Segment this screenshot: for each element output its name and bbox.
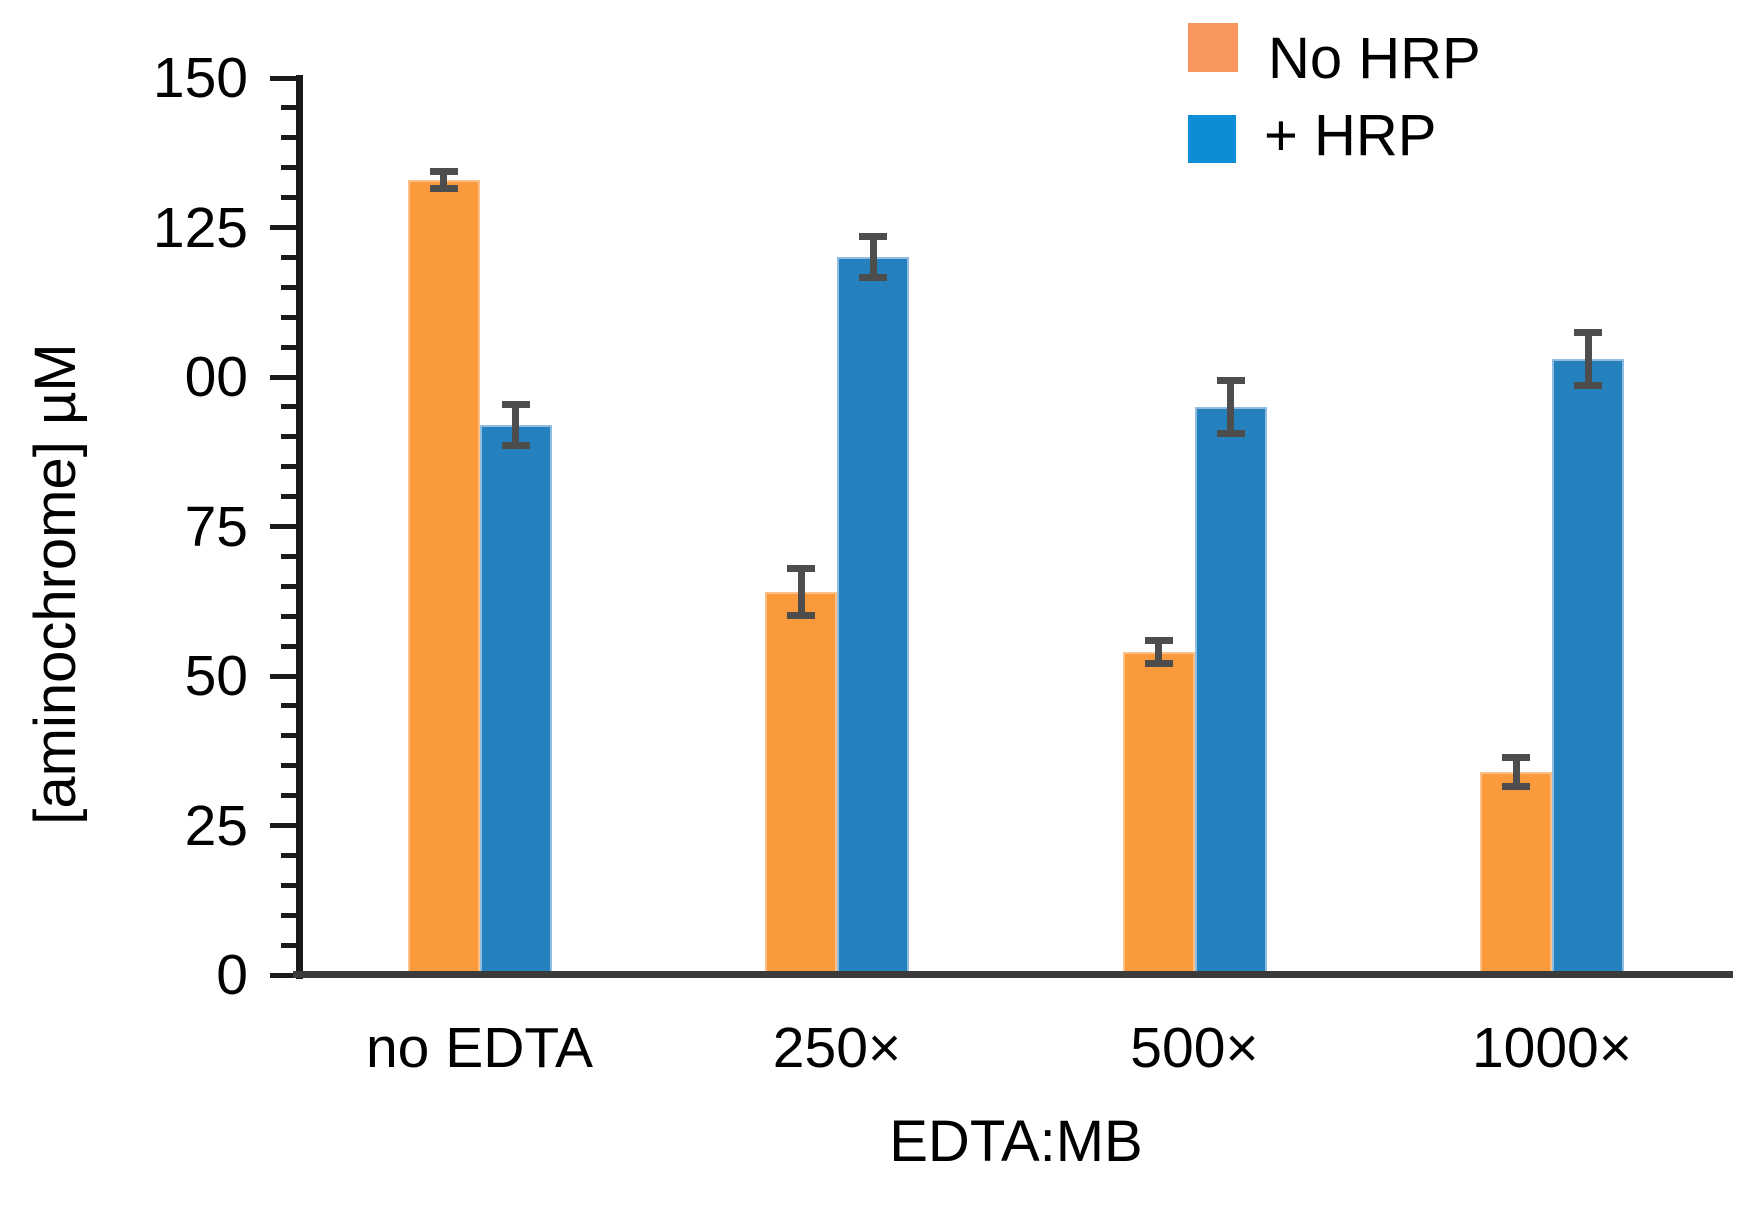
- error-bar-hrp-no-edta: [512, 400, 519, 449]
- y-minor-tick: [281, 912, 296, 918]
- y-minor-tick: [281, 763, 296, 769]
- y-minor-tick: [281, 882, 296, 888]
- bar-hrp-1000: [1552, 359, 1624, 975]
- y-tick-label: 00: [184, 345, 248, 409]
- x-category-label-250: 250×: [772, 1016, 902, 1080]
- y-minor-tick: [281, 643, 296, 649]
- bar-hrp-500: [1194, 406, 1267, 975]
- y-minor-tick: [281, 344, 296, 350]
- y-major-tick: [270, 225, 296, 230]
- error-bar-no-hrp-no-edta: [440, 167, 447, 192]
- y-minor-tick: [281, 733, 296, 739]
- y-tick-label: 125: [152, 195, 248, 260]
- error-cap-top-no-hrp-no-edta: [429, 167, 458, 175]
- error-cap-bottom-hrp-no-edta: [501, 441, 530, 449]
- x-category-label-500: 500×: [1130, 1016, 1259, 1080]
- bar-no-hrp-1000: [1480, 771, 1552, 975]
- error-bar-no-hrp-250: [797, 565, 805, 620]
- error-cap-top-hrp-500: [1216, 377, 1245, 384]
- legend-label-hrp: + HRP: [1264, 103, 1437, 168]
- y-major-tick: [270, 75, 296, 81]
- y-major-tick: [270, 972, 296, 978]
- x-axis-title: EDTA:MB: [889, 1109, 1143, 1174]
- y-tick-label: 25: [184, 793, 248, 858]
- y-minor-tick: [281, 464, 296, 470]
- bar-no-hrp-no-edta: [407, 179, 480, 975]
- error-cap-bottom-no-hrp-500: [1144, 660, 1173, 668]
- y-tick-label: 50: [184, 644, 248, 708]
- x-category-label-no-edta: no EDTA: [365, 1016, 594, 1080]
- y-minor-tick: [281, 793, 296, 799]
- x-axis-line: [293, 971, 1733, 978]
- legend-swatch-hrp: [1188, 115, 1236, 163]
- error-cap-top-hrp-1000: [1574, 329, 1602, 337]
- error-cap-bottom-no-hrp-1000: [1502, 782, 1530, 790]
- y-minor-tick: [281, 613, 296, 619]
- error-bar-hrp-250: [869, 233, 877, 282]
- y-minor-tick: [281, 553, 296, 559]
- error-cap-bottom-no-hrp-no-edta: [429, 184, 458, 192]
- legend-label-no-hrp: No HRP: [1268, 26, 1481, 91]
- y-minor-tick: [281, 404, 296, 410]
- error-cap-top-no-hrp-500: [1144, 637, 1173, 645]
- bar-hrp-250: [837, 257, 909, 975]
- y-minor-tick: [281, 852, 296, 858]
- y-major-tick: [270, 524, 296, 529]
- bar-no-hrp-500: [1122, 652, 1195, 975]
- y-minor-tick: [281, 942, 296, 948]
- error-cap-top-hrp-no-edta: [501, 400, 530, 408]
- y-tick-label: 0: [216, 943, 248, 1007]
- legend-swatch-no-hrp: [1188, 23, 1238, 72]
- bar-no-hrp-250: [765, 592, 837, 975]
- y-minor-tick: [281, 195, 296, 201]
- y-minor-tick: [281, 434, 296, 440]
- error-cap-bottom-hrp-1000: [1574, 381, 1602, 389]
- y-major-tick: [270, 374, 296, 380]
- y-minor-tick: [281, 494, 296, 500]
- y-major-tick: [270, 673, 296, 679]
- y-minor-tick: [281, 284, 296, 290]
- error-cap-top-no-hrp-1000: [1502, 753, 1530, 761]
- y-minor-tick: [281, 314, 296, 320]
- y-minor-tick: [281, 165, 296, 171]
- y-tick-label: 75: [184, 494, 248, 559]
- error-cap-bottom-hrp-500: [1216, 429, 1245, 437]
- y-major-tick: [270, 823, 296, 828]
- error-bar-hrp-1000: [1584, 329, 1592, 389]
- error-bar-no-hrp-1000: [1512, 753, 1520, 790]
- y-minor-tick: [281, 254, 296, 260]
- y-minor-tick: [281, 583, 296, 589]
- error-cap-top-hrp-250: [859, 233, 887, 241]
- y-minor-tick: [281, 105, 296, 111]
- y-minor-tick: [281, 135, 296, 141]
- error-bar-no-hrp-500: [1155, 637, 1162, 668]
- error-bar-hrp-500: [1227, 377, 1234, 437]
- y-minor-tick: [281, 703, 296, 709]
- error-cap-top-no-hrp-250: [787, 565, 815, 573]
- y-axis-line: [296, 75, 303, 979]
- error-cap-bottom-no-hrp-250: [787, 612, 815, 620]
- y-tick-label: 150: [152, 46, 248, 110]
- bar-hrp-no-edta: [479, 424, 552, 975]
- x-category-label-1000: 1000×: [1471, 1016, 1633, 1080]
- error-cap-bottom-hrp-250: [859, 274, 887, 282]
